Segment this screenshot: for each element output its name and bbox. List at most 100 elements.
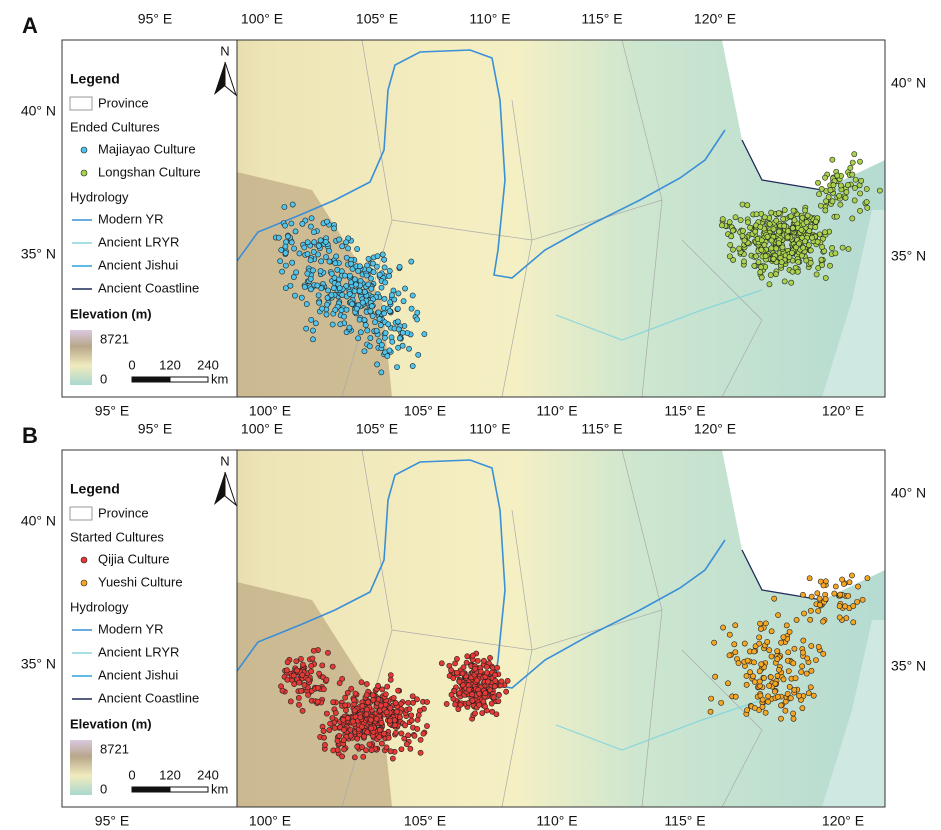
site-dot	[408, 746, 413, 751]
site-dot	[412, 733, 417, 738]
site-dot	[332, 725, 337, 730]
site-dot	[789, 250, 794, 255]
site-dot	[719, 223, 724, 228]
site-dot	[352, 755, 357, 760]
site-dot	[750, 674, 755, 679]
map-panel: A95° E100° E105° E110° E115° E120° E95° …	[21, 11, 926, 419]
site-dot	[857, 191, 862, 196]
site-dot	[738, 218, 743, 223]
site-dot	[304, 326, 309, 331]
site-dot	[320, 663, 325, 668]
site-dot	[382, 311, 387, 316]
site-dot	[325, 650, 330, 655]
site-dot	[439, 661, 444, 666]
site-dot	[331, 700, 336, 705]
site-dot	[855, 584, 860, 589]
site-dot	[775, 649, 780, 654]
site-dot	[753, 254, 758, 259]
site-dot	[796, 693, 801, 698]
site-dot	[365, 700, 370, 705]
site-dot	[382, 265, 387, 270]
site-dot	[406, 346, 411, 351]
legend-item: Ancient LRYR	[98, 644, 179, 659]
site-dot	[289, 221, 294, 226]
site-dot	[757, 641, 762, 646]
site-dot	[396, 688, 401, 693]
legend-group: Started Cultures	[70, 529, 164, 544]
site-dot	[791, 716, 796, 721]
legend-item: Ancient LRYR	[98, 234, 179, 249]
site-dot	[348, 261, 353, 266]
site-dot	[809, 643, 814, 648]
site-dot	[304, 301, 309, 306]
site-dot	[345, 716, 350, 721]
site-dot	[379, 342, 384, 347]
top-longitude: 105° E	[356, 421, 398, 437]
site-dot	[288, 283, 293, 288]
site-dot	[326, 248, 331, 253]
site-dot	[380, 252, 385, 257]
site-dot	[469, 692, 474, 697]
site-dot	[816, 192, 821, 197]
site-dot	[494, 712, 499, 717]
site-dot	[833, 251, 838, 256]
site-dot	[415, 310, 420, 315]
site-dot	[804, 258, 809, 263]
site-dot	[820, 619, 825, 624]
site-dot	[727, 220, 732, 225]
site-dot	[331, 286, 336, 291]
site-dot	[402, 723, 407, 728]
site-dot	[741, 259, 746, 264]
site-dot	[392, 723, 397, 728]
right-latitude: 35° N	[891, 658, 926, 674]
site-dot	[805, 656, 810, 661]
site-dot	[374, 362, 379, 367]
figure: A95° E100° E105° E110° E115° E120° E95° …	[0, 0, 941, 830]
site-dot	[309, 669, 314, 674]
left-latitude: 40° N	[21, 513, 56, 529]
site-dot	[407, 706, 412, 711]
site-dot	[787, 684, 792, 689]
site-dot	[290, 202, 295, 207]
site-dot	[366, 282, 371, 287]
site-dot	[381, 731, 386, 736]
site-dot	[475, 658, 480, 663]
site-dot	[815, 591, 820, 596]
site-dot	[470, 698, 475, 703]
site-dot	[757, 669, 762, 674]
site-dot	[467, 687, 472, 692]
site-dot	[769, 210, 774, 215]
site-dot	[851, 620, 856, 625]
site-dot	[760, 697, 765, 702]
site-dot	[477, 691, 482, 696]
site-dot	[300, 221, 305, 226]
site-dot	[484, 670, 489, 675]
site-dot	[852, 198, 857, 203]
site-dot	[853, 177, 858, 182]
site-dot	[766, 699, 771, 704]
site-dot	[294, 270, 299, 275]
site-dot	[484, 664, 489, 669]
site-dot	[340, 244, 345, 249]
legend-item: Longshan Culture	[98, 164, 201, 179]
site-dot	[278, 259, 283, 264]
site-dot	[366, 256, 371, 261]
site-dot	[759, 238, 764, 243]
site-dot	[306, 692, 311, 697]
site-dot	[356, 336, 361, 341]
site-dot	[318, 268, 323, 273]
site-dot	[483, 691, 488, 696]
site-dot	[424, 699, 429, 704]
site-dot	[838, 592, 843, 597]
site-dot	[733, 694, 738, 699]
site-dot	[745, 658, 750, 663]
site-dot	[297, 251, 302, 256]
site-dot	[364, 692, 369, 697]
site-dot	[342, 747, 347, 752]
site-dot	[402, 286, 407, 291]
site-dot	[485, 679, 490, 684]
site-dot	[380, 687, 385, 692]
site-dot	[481, 699, 486, 704]
site-dot	[819, 262, 824, 267]
legend-item: Ancient Jishui	[98, 257, 178, 272]
